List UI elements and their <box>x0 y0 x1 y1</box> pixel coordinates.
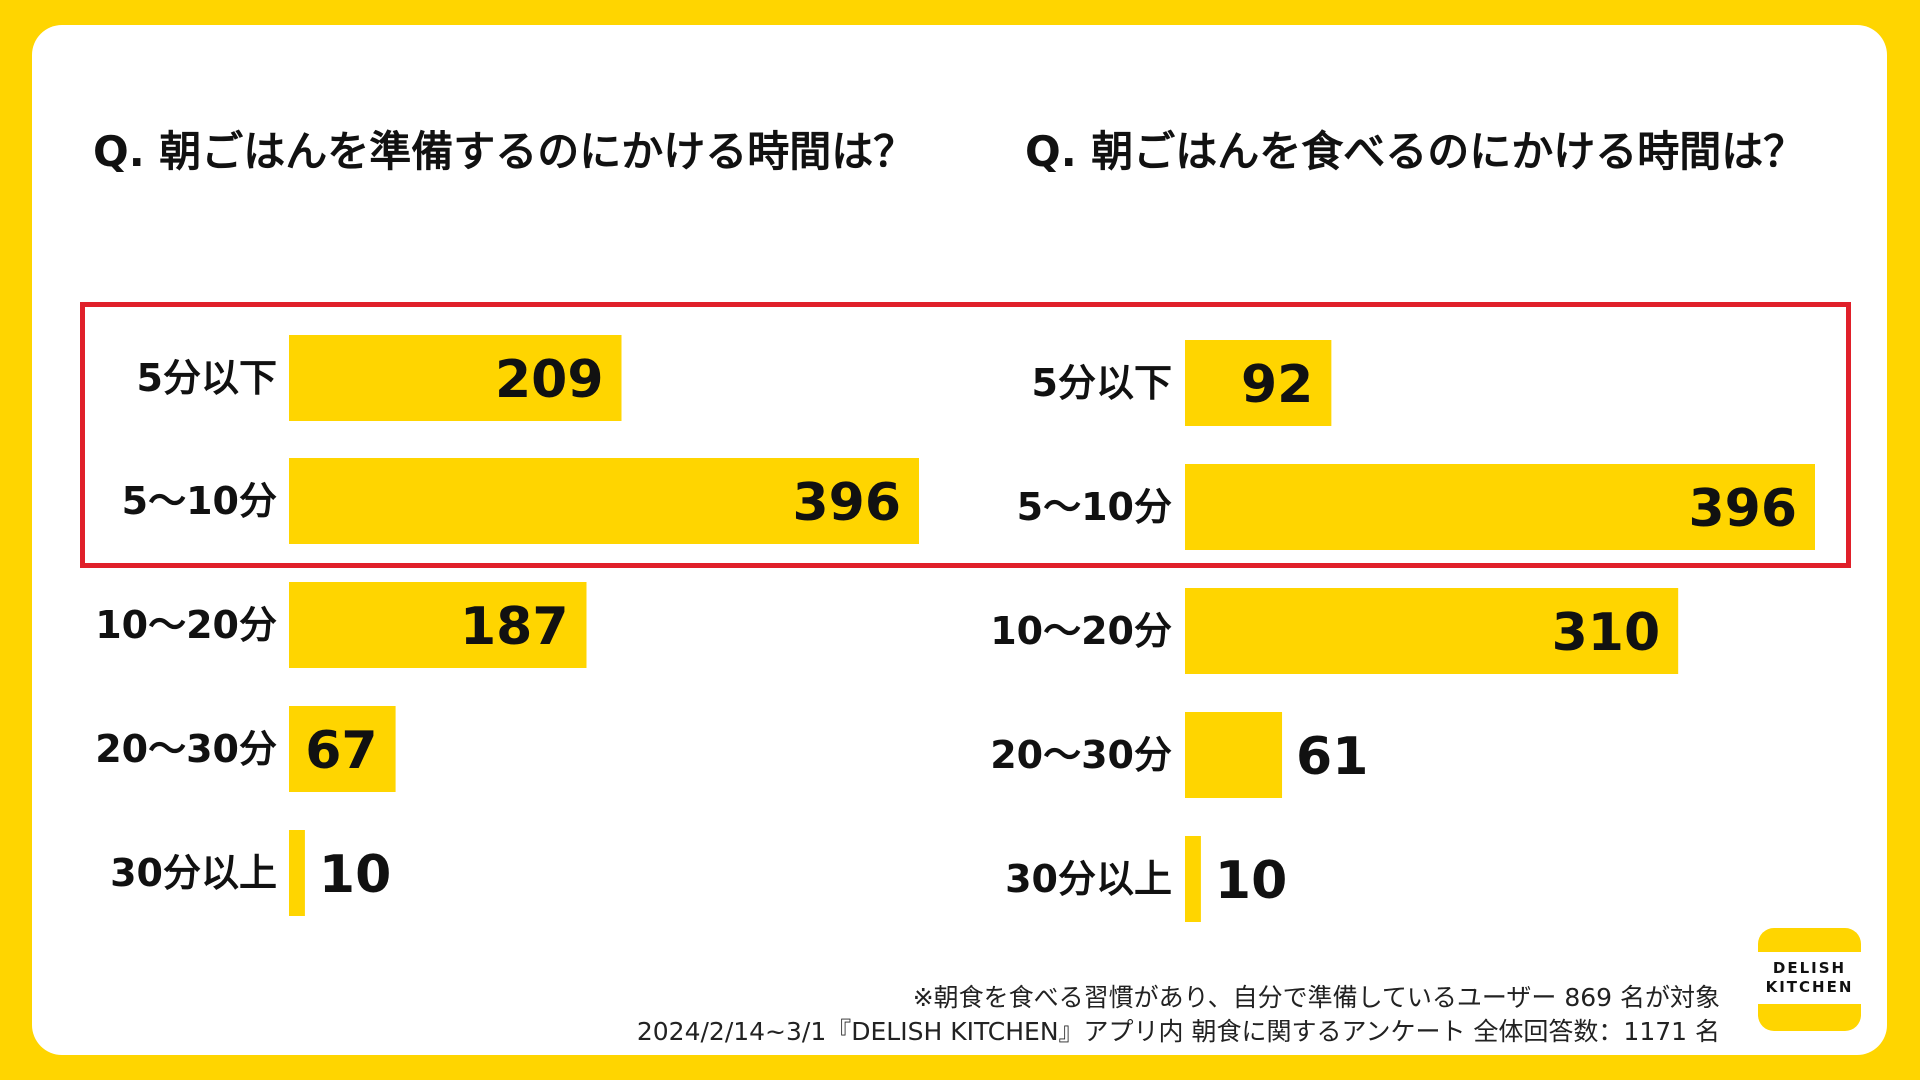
left-chart-question: Q. 朝ごはんを準備するのにかける時間は？ <box>93 127 916 176</box>
footnote-target-users: ※朝食を食べる習慣があり、自分で準備しているユーザー 869 名が対象 <box>912 983 1720 1012</box>
right-bar-4 <box>1185 836 1201 922</box>
right-bar-0 <box>1185 340 1332 426</box>
right-category-label-0: 5分以下 <box>1032 361 1172 405</box>
left-value-label-2: 187 <box>460 597 569 657</box>
left-value-label-4: 10 <box>319 845 391 905</box>
left-bar-0 <box>289 335 622 421</box>
left-value-label-3: 67 <box>305 721 377 781</box>
left-bar-chart: 5分以下 209 5〜10分 396 10〜20分 187 20〜30分 67 30分以上 10 <box>95 335 919 916</box>
left-category-label-4: 30分以上 <box>110 851 277 895</box>
delish-kitchen-logo: DELISH KITCHEN <box>1758 928 1861 1031</box>
left-bar-4 <box>289 830 305 916</box>
right-chart-question: Q. 朝ごはんを食べるのにかける時間は？ <box>1025 127 1806 176</box>
left-category-label-3: 20〜30分 <box>95 727 277 771</box>
left-category-label-0: 5分以下 <box>137 356 277 400</box>
left-value-label-0: 209 <box>495 350 604 410</box>
right-bar-3 <box>1185 712 1283 798</box>
right-bar-2 <box>1185 588 1679 674</box>
left-category-label-1: 5〜10分 <box>122 479 277 523</box>
right-value-label-3: 61 <box>1296 727 1368 787</box>
logo-line-2: KITCHEN <box>1765 978 1854 996</box>
right-category-label-3: 20〜30分 <box>990 733 1172 777</box>
footnote-survey-info: 2024/2/14~3/1『DELISH KITCHEN』アプリ内 朝食に関する… <box>636 1017 1720 1046</box>
left-value-label-1: 396 <box>792 473 901 533</box>
right-value-label-2: 310 <box>1552 603 1661 663</box>
right-bar-1 <box>1185 464 1815 550</box>
right-value-label-4: 10 <box>1215 851 1287 911</box>
left-bar-2 <box>289 582 587 668</box>
right-value-label-0: 92 <box>1241 355 1313 415</box>
logo-line-1: DELISH <box>1772 959 1847 977</box>
left-bar-1 <box>289 458 919 544</box>
left-bar-3 <box>289 706 396 792</box>
highlight-box <box>80 302 1851 568</box>
right-value-label-1: 396 <box>1688 479 1797 539</box>
right-category-label-4: 30分以上 <box>1005 857 1172 901</box>
right-category-label-1: 5〜10分 <box>1017 485 1172 529</box>
right-category-label-2: 10〜20分 <box>990 609 1172 653</box>
left-category-label-2: 10〜20分 <box>95 603 277 647</box>
